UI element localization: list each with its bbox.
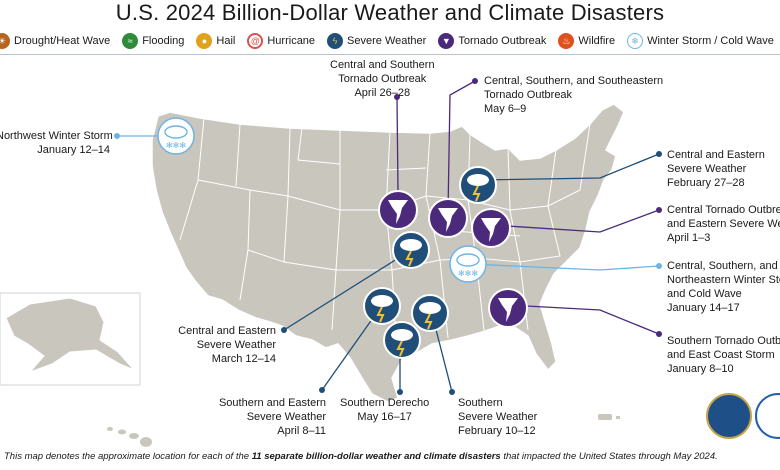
leader-endpoints <box>114 78 662 395</box>
legend-label: Wildfire <box>578 35 616 47</box>
winter-storm-icon: ❄ <box>627 33 644 49</box>
legend-item-hail: ● Hail <box>196 33 235 49</box>
hawaii-islands <box>107 427 152 447</box>
svg-text:✻✻✻: ✻✻✻ <box>166 141 186 150</box>
legend-label: Hurricane <box>267 35 316 47</box>
marker-central-southern-tornado-outbreak <box>378 190 418 230</box>
leader-lines <box>117 80 660 393</box>
hail-icon: ● <box>196 33 213 49</box>
marker-central-eastern-severe-feb <box>459 166 497 204</box>
footnote: This map denotes the approximate locatio… <box>4 451 718 462</box>
legend-item-tornado: ▼ Tornado Outbreak <box>438 33 546 49</box>
alaska-inset-frame <box>0 292 141 386</box>
event-label: Southern Tornado Outbreak and East Coast… <box>667 335 780 375</box>
marker-southern-eastern-severe <box>363 287 401 325</box>
alaska-shape <box>5 297 135 373</box>
marker-central-tornado-outbreak-eastern-severe <box>471 208 511 248</box>
legend-item-drought: ☀ Drought/Heat Wave <box>0 33 110 49</box>
event-label: Central, Southern, and Southeastern Torn… <box>484 75 664 115</box>
marker-northwest-winter-storm: ✻✻✻ <box>157 117 195 155</box>
marker-southern-tornado-outbreak-east-coast-storm <box>488 288 528 328</box>
marker-central-southern-southeastern-tornado-outbreak <box>428 198 468 238</box>
commerce-seal-icon <box>706 393 752 439</box>
hurricane-icon: @ <box>247 33 264 49</box>
conus-landmass <box>151 103 625 403</box>
marker-southern-severe-weather <box>411 294 449 332</box>
legend-item-severe: ϟ Severe Weather <box>327 33 426 49</box>
event-label: Central and Eastern Severe Weather Febru… <box>667 149 765 189</box>
legend-item-winter: ❄ Winter Storm / Cold Wave <box>627 33 774 49</box>
tornado-icon: ▼ <box>438 33 455 49</box>
legend-label: Hail <box>216 35 236 47</box>
marker-central-eastern-severe-mar <box>392 231 430 269</box>
event-label: Southern Derecho May 16–17 <box>340 397 430 423</box>
legend-item-hurricane: @ Hurricane <box>247 33 315 49</box>
event-label: Northwest Winter Storm January 12–14 <box>0 130 113 156</box>
wildfire-icon: ♨ <box>558 33 575 49</box>
legend-item-flooding: ≈ Flooding <box>122 33 184 49</box>
legend-divider <box>0 54 780 55</box>
puerto-rico <box>598 414 620 420</box>
legend: ☀ Drought/Heat Wave ≈ Flooding ● Hail @ … <box>0 31 780 51</box>
legend-label: Drought/Heat Wave <box>14 35 111 47</box>
severe-weather-icon: ϟ <box>327 33 344 49</box>
legend-item-wildfire: ♨ Wildfire <box>558 33 615 49</box>
event-label: Southern Severe Weather February 10–12 <box>458 397 538 437</box>
legend-label: Winter Storm / Cold Wave <box>647 35 774 47</box>
legend-label: Severe Weather <box>347 35 427 47</box>
drought-heat-icon: ☀ <box>0 33 10 49</box>
marker-southern-derecho <box>383 321 421 359</box>
map-title: U.S. 2024 Billion-Dollar Weather and Cli… <box>115 0 665 25</box>
us-map: ✻✻✻ ✻✻✻ <box>0 78 662 447</box>
event-label: Central, Southern, and Northeastern Wint… <box>667 260 780 314</box>
event-label: Central and Southern Tornado Outbreak Ap… <box>330 59 435 99</box>
svg-text:✻✻✻: ✻✻✻ <box>458 269 478 278</box>
flooding-icon: ≈ <box>122 33 139 49</box>
marker-central-southern-northeastern-winter-storm: ✻✻✻ <box>449 245 487 283</box>
event-label: Central Tornado Outbreak and Eastern Sev… <box>667 204 780 244</box>
legend-label: Flooding <box>142 35 185 47</box>
event-label: Southern and Eastern Severe Weather Apri… <box>218 397 326 437</box>
event-label: Central and Eastern Severe Weather March… <box>178 325 276 365</box>
legend-label: Tornado Outbreak <box>458 35 547 47</box>
